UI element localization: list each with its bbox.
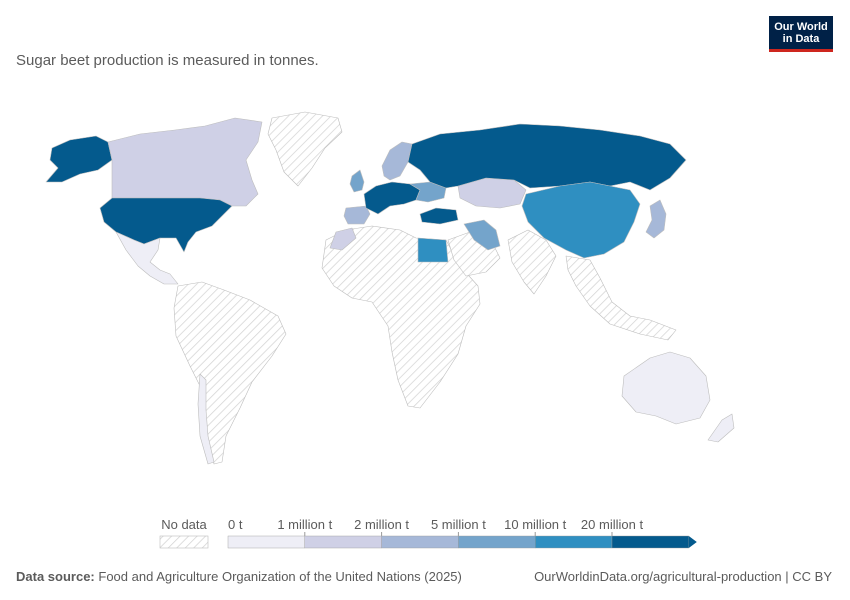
legend-swatch-4 <box>535 535 613 549</box>
legend-swatch-3 <box>458 535 536 549</box>
region-spain[interactable] <box>343 205 371 225</box>
region-china[interactable] <box>521 181 641 259</box>
legend-swatch-1 <box>304 535 382 549</box>
region-russia[interactable] <box>407 123 687 191</box>
region-morocco[interactable] <box>329 227 357 251</box>
logo-line-1: Our World <box>774 21 828 33</box>
logo-line-2: in Data <box>782 33 820 45</box>
region-greenland[interactable] <box>267 111 343 187</box>
legend-bin-label-2: 2 million t <box>354 517 409 532</box>
legend-bin-label-4: 10 million t <box>504 517 567 532</box>
data-source: Data source: Food and Agriculture Organi… <box>16 569 462 584</box>
legend-swatch-0 <box>227 535 306 549</box>
legend-bin-label-1: 1 million t <box>277 517 332 532</box>
source-url-link[interactable]: OurWorldinData.org/agricultural-producti… <box>534 569 832 584</box>
region-japan[interactable] <box>645 199 667 239</box>
legend-bin-label-3: 5 million t <box>431 517 486 532</box>
region-mexico[interactable] <box>115 231 179 285</box>
region-uk[interactable] <box>349 169 365 193</box>
data-source-label: Data source: <box>16 569 95 584</box>
data-source-text: Food and Agriculture Organization of the… <box>98 569 462 584</box>
region-united-states[interactable] <box>99 197 233 253</box>
legend-bin-label-0: 0 t <box>228 517 243 532</box>
legend-swatch-2 <box>381 535 459 549</box>
legend-swatch-5 <box>611 535 690 549</box>
region-africa[interactable] <box>321 225 481 409</box>
region-south-america[interactable] <box>173 281 287 465</box>
region-egypt[interactable] <box>417 237 449 263</box>
region-chile[interactable] <box>197 373 215 465</box>
legend-no-data-swatch <box>159 535 209 549</box>
region-new-zealand[interactable] <box>707 413 735 443</box>
region-turkey[interactable] <box>419 207 459 225</box>
owid-logo[interactable]: Our World in Data <box>769 16 833 52</box>
region-canada[interactable] <box>107 117 263 207</box>
region-southeast-asia[interactable] <box>565 255 677 341</box>
region-scandinavia[interactable] <box>381 141 413 181</box>
region-alaska[interactable] <box>45 135 113 183</box>
legend-open-end-arrow <box>688 536 697 548</box>
chart-subtitle: Sugar beet production is measured in ton… <box>16 52 319 69</box>
region-europe-west[interactable] <box>363 181 421 215</box>
region-iran[interactable] <box>463 219 501 251</box>
world-map[interactable] <box>0 90 850 500</box>
map-legend: No data 0 t 1 million t 2 million t 5 milli… <box>159 517 697 549</box>
legend-no-data-label: No data <box>161 517 207 532</box>
region-australia[interactable] <box>621 351 711 425</box>
region-india[interactable] <box>507 229 557 295</box>
legend-bin-label-5: 20 million t <box>581 517 644 532</box>
